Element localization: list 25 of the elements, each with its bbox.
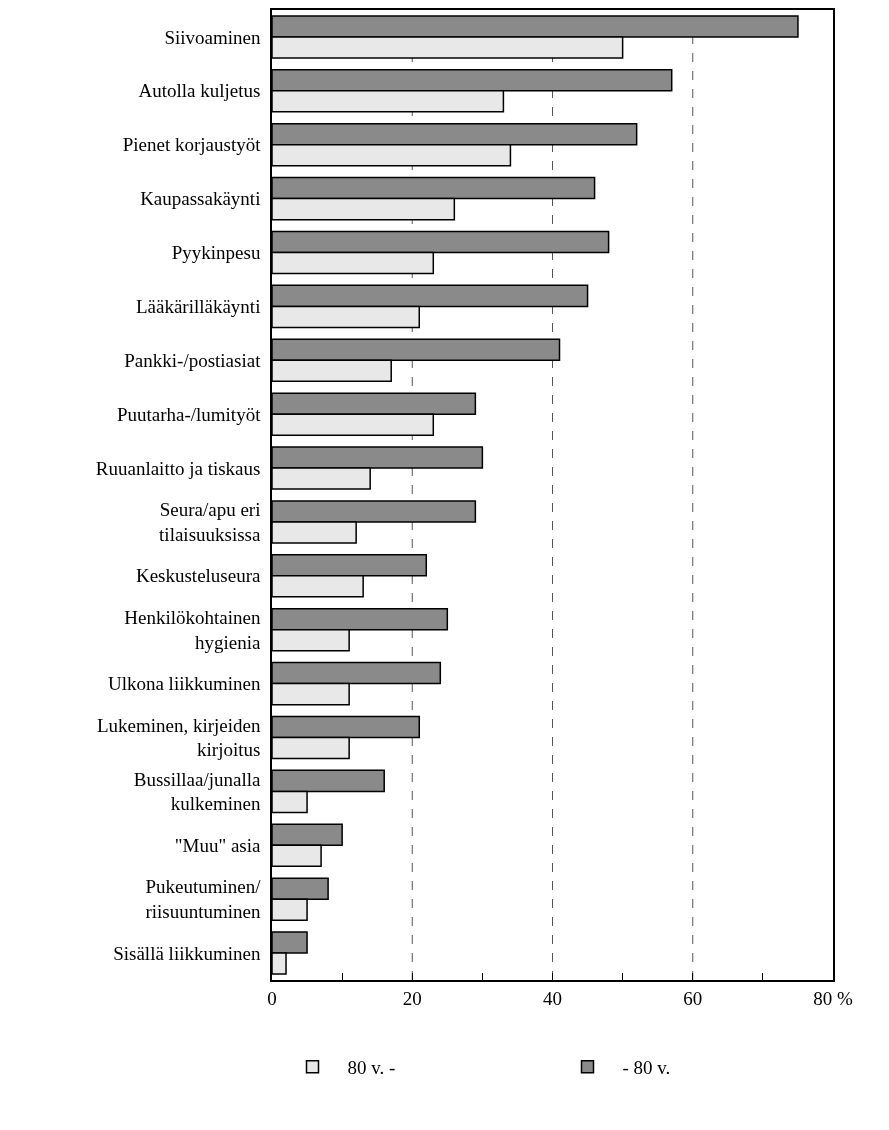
x-tick-label: 60: [683, 987, 703, 1009]
y-tick-label: Seura/apu eri tilaisuuksissa: [159, 499, 262, 545]
y-tick-label: Pienet korjaustyöt: [122, 134, 262, 156]
y-tick-label: Pukeutuminen/ riisuuntuminen: [145, 876, 262, 923]
y-tick-label: Lääkärilläkäynti: [135, 296, 261, 318]
y-tick-label: Ruuanlaitto ja tiskaus: [95, 457, 261, 479]
y-tick-label: "Muu" asia: [174, 834, 262, 856]
y-tick-label: Pyykinpesu: [171, 242, 261, 264]
y-tick-label: Siivoaminen: [164, 26, 261, 48]
legend-label: 80 v. -: [347, 1057, 396, 1079]
x-tick-label: 20: [402, 987, 422, 1009]
x-tick-label: 80 %: [813, 987, 853, 1009]
y-tick-label: Bussillaa/junalla kulkeminen: [133, 768, 262, 815]
y-tick-label: Autolla kuljetus: [138, 80, 261, 102]
y-tick-label: Puutarha-/lumityöt: [116, 403, 262, 425]
y-tick-label: Kaupassakäynti: [140, 188, 261, 210]
y-tick-label: Henkilökohtainen hygienia: [124, 607, 261, 653]
y-tick-label: Pankki-/postiasiat: [124, 349, 262, 371]
x-tick-label: 40: [543, 987, 562, 1009]
legend-label: - 80 v.: [622, 1057, 671, 1079]
y-tick-label: Lukeminen, kirjeiden kirjoitus: [96, 714, 261, 761]
x-tick-label: 0: [267, 987, 277, 1009]
y-tick-label: Sisällä liikkuminen: [113, 942, 261, 964]
y-tick-label: Ulkona liikkuminen: [107, 673, 261, 695]
y-tick-label: Keskusteluseura: [135, 565, 262, 587]
